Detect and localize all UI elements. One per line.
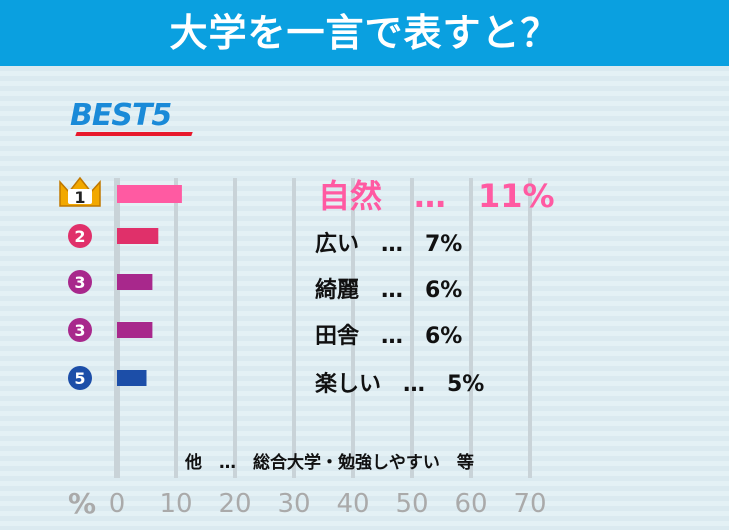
- bar-1: [117, 185, 182, 203]
- page-title: 大学を一言で表すと？: [169, 11, 560, 55]
- bar-label-3b: 田舎 … 6%: [315, 324, 463, 349]
- x-tick-label: 20: [218, 489, 251, 519]
- rank-number: 2: [74, 227, 85, 246]
- x-tick-label: 10: [159, 489, 192, 519]
- x-tick-label: 70: [513, 489, 546, 519]
- bar-label-5: 楽しい … 5%: [315, 372, 485, 397]
- rank-number: 3: [74, 321, 85, 340]
- rank-number: 1: [74, 188, 85, 207]
- rank-badge: [68, 318, 92, 342]
- bar-2: [117, 228, 159, 244]
- bar-label-1: 自然 … 11%: [318, 177, 555, 215]
- bar-3: [117, 274, 153, 290]
- x-tick-label: 0: [109, 489, 126, 519]
- x-tick-label: 30: [277, 489, 310, 519]
- chart-background: [0, 66, 729, 530]
- rank-badge: [68, 270, 92, 294]
- title-bar: [0, 0, 729, 66]
- rank-badge: [68, 224, 92, 248]
- best5-badge: BEST5: [70, 98, 172, 133]
- bar-label-2: 広い … 7%: [315, 232, 463, 257]
- bar-label-3a: 綺麗 … 6%: [315, 278, 463, 303]
- axis-unit: %: [68, 487, 97, 520]
- x-tick-label: 60: [454, 489, 487, 519]
- others-note: 他 … 総合大学・勉強しやすい 等: [185, 453, 474, 473]
- rank-number: 3: [74, 273, 85, 292]
- rank-badge: [68, 366, 92, 390]
- x-tick-label: 50: [395, 489, 428, 519]
- rank-number: 5: [74, 369, 85, 388]
- x-tick-label: 40: [336, 489, 369, 519]
- bar-4: [117, 322, 153, 338]
- crown-inner: [68, 189, 92, 204]
- bar-5: [117, 370, 147, 386]
